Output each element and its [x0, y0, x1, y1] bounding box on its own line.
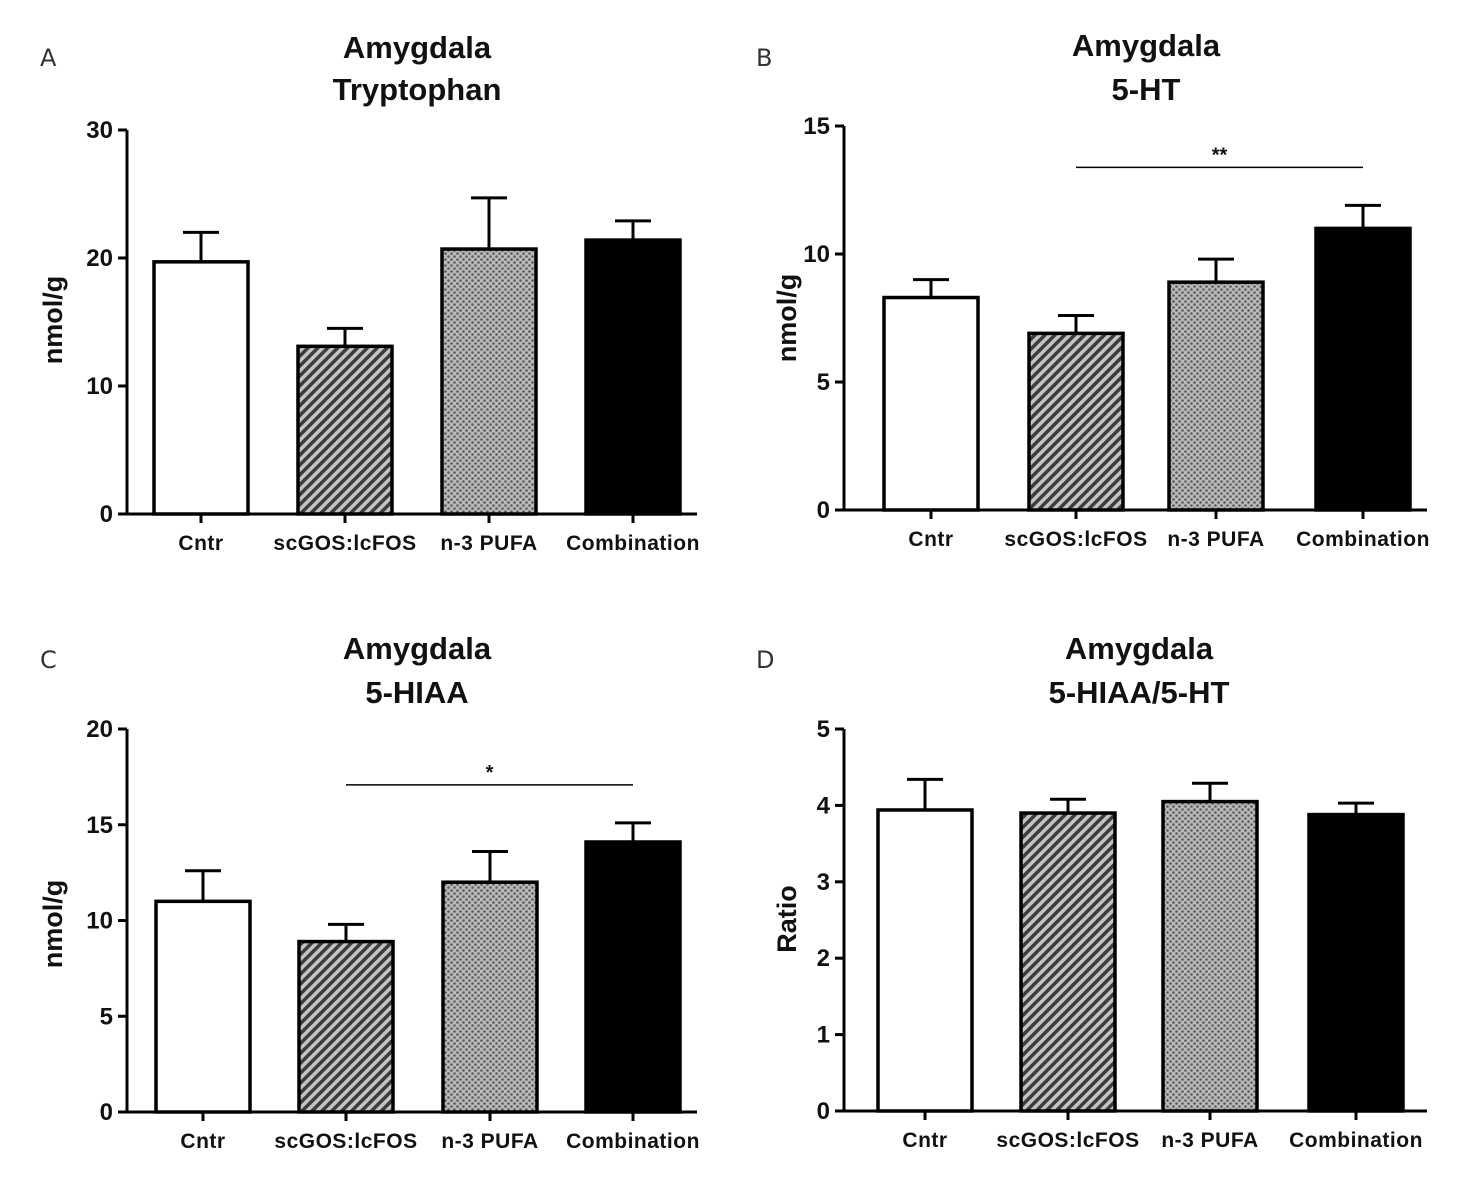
category-label-n3-pufa: n-3 PUFA [440, 532, 537, 555]
chart-title-line1: Amygdala [343, 631, 492, 666]
significance-label: * [486, 762, 494, 784]
y-tick-label: 0 [817, 497, 830, 524]
y-tick-label: 4 [817, 792, 831, 819]
y-tick-label: 30 [86, 117, 113, 144]
bar-combination [584, 238, 682, 516]
chart-title-line1: Amygdala [1072, 28, 1221, 63]
chart-svg: B Amygdala 5-HT nmol/g 0 5 10 15 Cntr scGOS:lcFOS… [756, 28, 1430, 551]
bar-n3-pufa [1167, 280, 1265, 512]
category-label-scgos-lcfos: scGOS:lcFOS [1004, 528, 1147, 551]
bar-combination [1314, 226, 1412, 512]
chart-title-line2: 5-HIAA/5-HT [1049, 675, 1230, 710]
category-label-cntr: Cntr [180, 1130, 225, 1153]
category-label-n3-pufa: n-3 PUFA [441, 1130, 538, 1153]
chart-svg: C Amygdala 5-HIAA nmol/g 0 5 10 15 20 Cntr scGOS:l… [38, 631, 700, 1153]
chart-title-line2: Tryptophan [333, 72, 502, 107]
y-tick-label: 20 [86, 245, 113, 272]
y-tick-label: 10 [86, 908, 113, 935]
panel-letter: D [756, 646, 774, 674]
category-label-combination: Combination [1289, 1129, 1423, 1152]
y-tick-label: 5 [100, 1003, 113, 1030]
category-label-cntr: Cntr [902, 1129, 947, 1152]
y-tick-label: 0 [100, 501, 113, 528]
y-tick-label: 15 [803, 113, 830, 140]
y-tick-label: 10 [86, 373, 113, 400]
category-label-combination: Combination [566, 1130, 700, 1153]
category-label-n3-pufa: n-3 PUFA [1161, 1129, 1258, 1152]
panel-letter: B [756, 44, 772, 72]
category-label-scgos-lcfos: scGOS:lcFOS [273, 532, 416, 555]
y-tick-label: 0 [817, 1098, 830, 1125]
bar-combination [1307, 812, 1405, 1113]
bar-cntr [876, 808, 974, 1113]
bar-combination [584, 840, 682, 1114]
y-tick-label: 5 [817, 369, 830, 396]
y-axis-label: nmol/g [38, 880, 68, 969]
category-label-scgos-lcfos: scGOS:lcFOS [996, 1129, 1139, 1152]
bar-cntr [154, 899, 252, 1114]
bar-n3-pufa [441, 880, 539, 1114]
chart-title-line2: 5-HIAA [365, 675, 468, 710]
bar-n3-pufa [440, 247, 538, 516]
category-label-cntr: Cntr [178, 532, 223, 555]
bar-n3-pufa [1161, 799, 1259, 1113]
bar-scgos-lcfos [1027, 331, 1125, 512]
significance-label: ** [1212, 144, 1228, 166]
panel-letter: A [40, 44, 57, 72]
y-axis-label: nmol/g [38, 276, 68, 365]
bar-cntr [152, 260, 250, 516]
y-tick-label: 1 [817, 1022, 830, 1049]
category-label-combination: Combination [1296, 528, 1430, 551]
y-axis-label: Ratio [772, 885, 802, 953]
category-label-n3-pufa: n-3 PUFA [1167, 528, 1264, 551]
chart-panel-b: B Amygdala 5-HT nmol/g 0 5 10 15 Cntr scGOS:lcFOS… [734, 0, 1468, 589]
chart-title-line1: Amygdala [1065, 631, 1214, 666]
bar-cntr [882, 295, 980, 512]
y-tick-label: 15 [86, 812, 113, 839]
chart-panel-d: D Amygdala 5-HIAA/5-HT Ratio 0 1 2 3 4 5 Cntr scGOS… [734, 589, 1468, 1178]
y-tick-label: 10 [803, 241, 830, 268]
panel-letter: C [40, 646, 57, 674]
bar-scgos-lcfos [296, 344, 394, 516]
y-tick-label: 2 [817, 945, 830, 972]
y-tick-label: 20 [86, 716, 113, 743]
bar-scgos-lcfos [297, 939, 395, 1114]
y-axis-label: nmol/g [772, 274, 802, 363]
y-tick-label: 3 [817, 869, 830, 896]
chart-title-line1: Amygdala [343, 30, 492, 65]
category-label-scgos-lcfos: scGOS:lcFOS [274, 1130, 417, 1153]
chart-svg: D Amygdala 5-HIAA/5-HT Ratio 0 1 2 3 4 5 Cntr scGOS… [756, 631, 1427, 1152]
bar-scgos-lcfos [1019, 811, 1117, 1113]
chart-title-line2: 5-HT [1112, 72, 1181, 107]
y-tick-label: 5 [817, 716, 830, 743]
chart-panel-c: C Amygdala 5-HIAA nmol/g 0 5 10 15 20 Cntr scGOS:l… [0, 589, 734, 1178]
chart-svg: A Amygdala Tryptophan nmol/g 0 10 20 30 Cntr scGO… [38, 30, 700, 555]
category-label-combination: Combination [566, 532, 700, 555]
chart-panel-a: A Amygdala Tryptophan nmol/g 0 10 20 30 Cntr scGO… [0, 0, 734, 589]
category-label-cntr: Cntr [908, 528, 953, 551]
y-tick-label: 0 [100, 1099, 113, 1126]
